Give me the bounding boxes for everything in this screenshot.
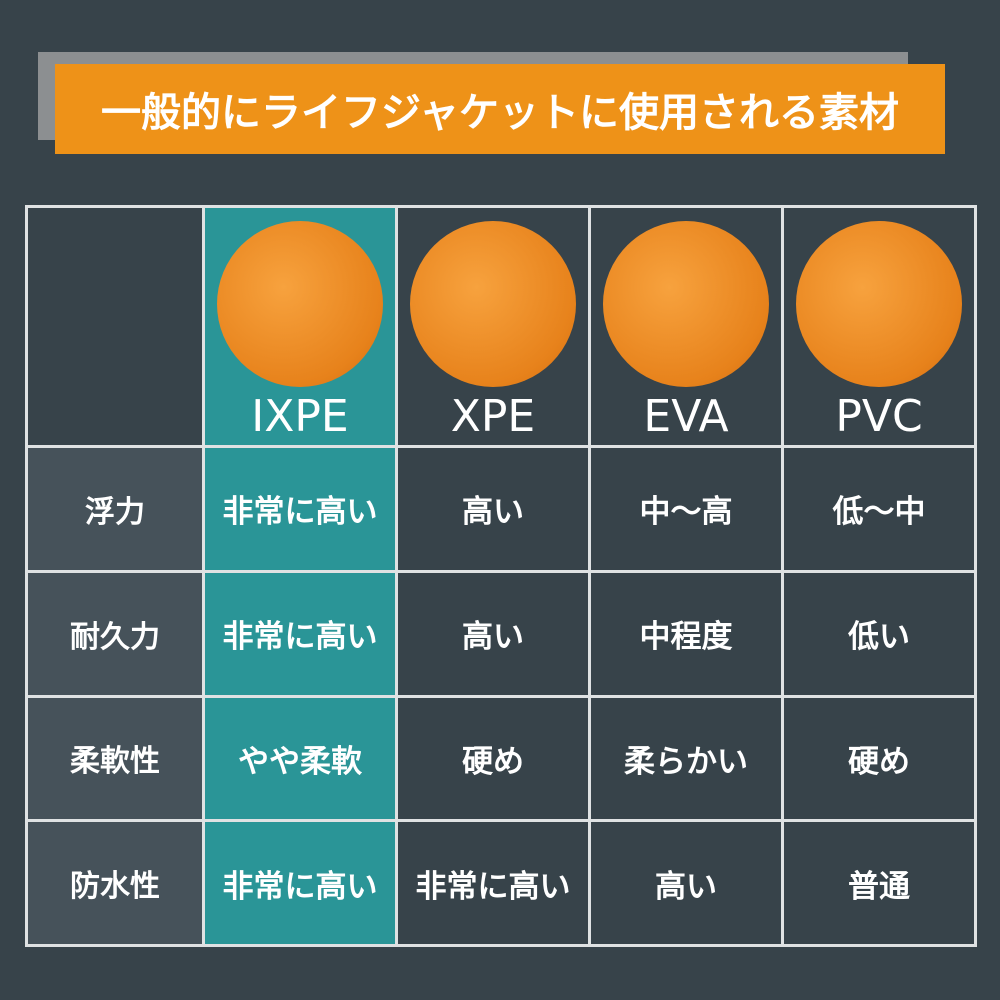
row-label: 浮力 [25,445,205,573]
material-cell: PVC [781,205,977,448]
cell: 硬め [781,694,977,823]
comparison-table: IXPE XPE EVA PVC 浮力 非常に高い 高い 中～高 低～中 耐久力 非常に高い 高い 中程… [25,205,977,947]
corner-cell [25,205,205,448]
row-label: 耐久力 [25,569,205,698]
material-cell: XPE [395,205,591,448]
cell: 高い [588,819,784,947]
row-label: 柔軟性 [25,694,205,823]
row: 防水性 非常に高い 非常に高い 高い 普通 [25,819,977,947]
cell: 非常に高い [202,569,398,698]
row-label: 防水性 [25,819,205,947]
material-image [410,221,576,387]
material-name: XPE [450,391,536,442]
row: 柔軟性 やや柔軟 硬め 柔らかい 硬め [25,694,977,823]
cell: 非常に高い [202,445,398,573]
material-name: PVC [835,391,923,442]
cell: 中～高 [588,445,784,573]
cell: 硬め [395,694,591,823]
material-image [603,221,769,387]
header-row: IXPE XPE EVA PVC [25,205,977,448]
material-cell: IXPE [202,205,398,448]
cell: 中程度 [588,569,784,698]
material-name: EVA [643,391,729,442]
material-image [217,221,383,387]
material-name: IXPE [251,391,349,442]
title: 一般的にライフジャケットに使用される素材 [55,64,945,154]
cell: 低い [781,569,977,698]
cell: 高い [395,569,591,698]
cell: やや柔軟 [202,694,398,823]
cell: 柔らかい [588,694,784,823]
cell: 非常に高い [395,819,591,947]
row: 浮力 非常に高い 高い 中～高 低～中 [25,445,977,573]
cell: 低～中 [781,445,977,573]
cell: 高い [395,445,591,573]
row: 耐久力 非常に高い 高い 中程度 低い [25,569,977,698]
cell: 普通 [781,819,977,947]
material-image [796,221,962,387]
cell: 非常に高い [202,819,398,947]
material-cell: EVA [588,205,784,448]
